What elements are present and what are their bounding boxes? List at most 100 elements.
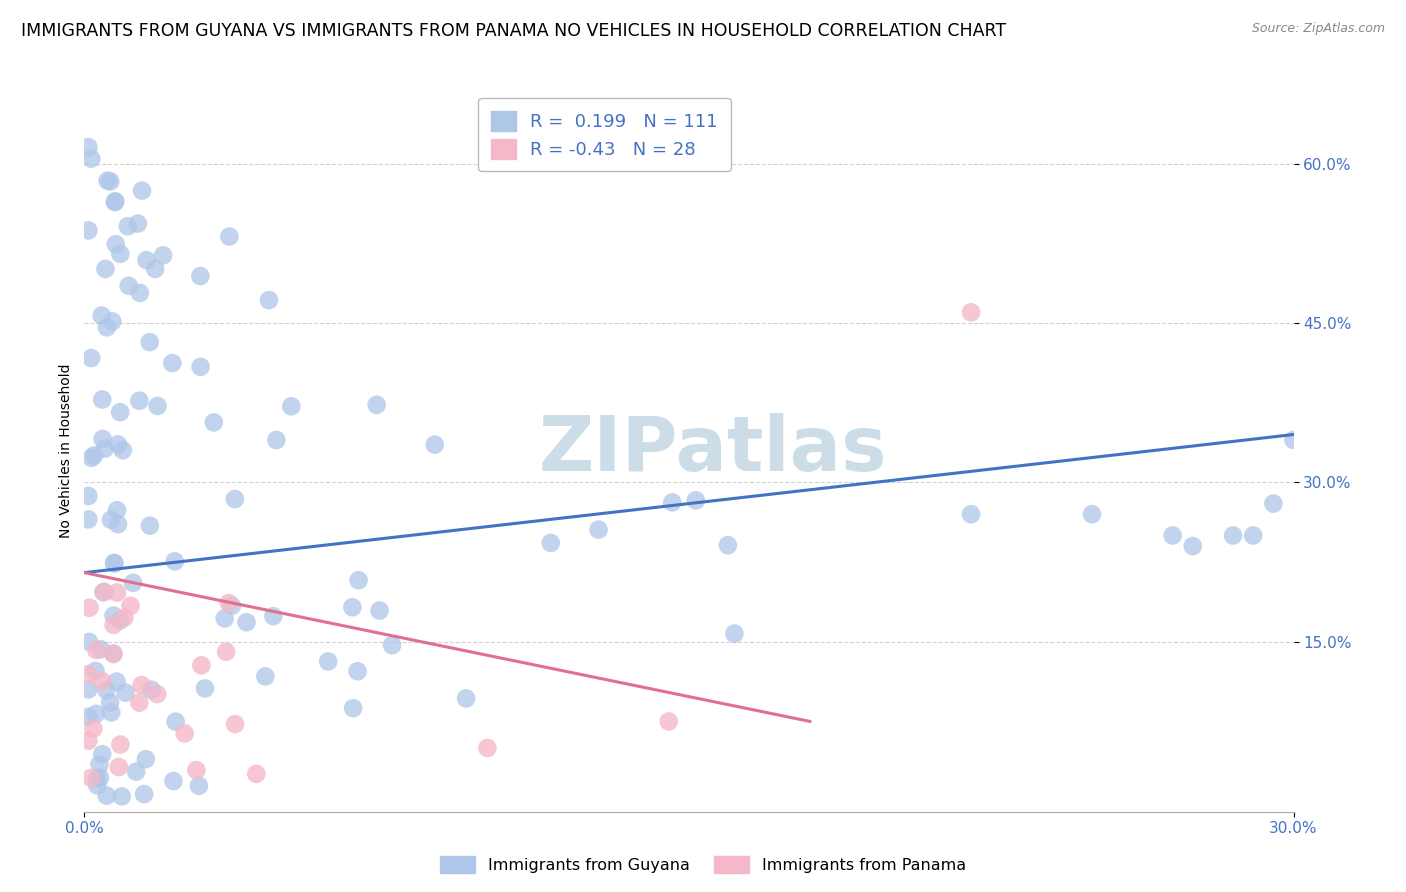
Point (138, 335, 160, 350)
Point (110, 247, 132, 261)
Point (80, 351, 103, 365)
Point (103, 647, 125, 661)
Point (90, 309, 112, 323)
Point (91, 674, 114, 689)
Point (96, 683, 118, 698)
Point (162, 774, 184, 789)
Point (960, 507, 983, 521)
Point (588, 523, 610, 537)
Point (111, 443, 134, 458)
Point (83, 449, 105, 463)
Point (77, 733, 100, 747)
Point (165, 714, 187, 729)
Point (84, 706, 107, 721)
Point (105, 585, 128, 599)
Point (162, 356, 184, 370)
Point (146, 399, 169, 413)
Point (685, 493, 707, 508)
Point (540, 536, 562, 550)
Point (107, 437, 129, 451)
Point (89, 771, 111, 785)
Point (77, 512, 100, 526)
Point (190, 359, 212, 374)
Point (128, 393, 150, 408)
Point (1282, 433, 1305, 447)
Point (1222, 528, 1244, 542)
Point (108, 760, 131, 774)
Point (661, 495, 683, 509)
Y-axis label: No Vehicles in Household: No Vehicles in Household (59, 363, 73, 538)
Point (91, 747, 114, 761)
Point (77, 140, 100, 154)
Point (717, 538, 740, 552)
Point (129, 285, 152, 300)
Point (84, 643, 107, 657)
Point (135, 752, 157, 766)
Point (235, 615, 257, 630)
Point (173, 726, 195, 740)
Point (111, 789, 134, 804)
Point (186, 763, 208, 777)
Point (104, 195, 127, 210)
Point (146, 687, 169, 701)
Point (103, 608, 125, 623)
Point (366, 398, 388, 412)
Point (658, 714, 681, 729)
Point (131, 678, 153, 692)
Point (342, 701, 364, 715)
Point (77, 489, 100, 503)
Point (218, 596, 240, 610)
Legend: Immigrants from Guyana, Immigrants from Panama: Immigrants from Guyana, Immigrants from … (433, 849, 973, 880)
Point (110, 738, 132, 752)
Point (114, 610, 136, 624)
Point (103, 647, 125, 661)
Point (103, 556, 125, 570)
Point (105, 674, 128, 689)
Point (190, 269, 212, 284)
Point (316, 655, 339, 669)
Point (77, 635, 100, 649)
Point (1161, 528, 1184, 542)
Point (80, 450, 103, 465)
Point (224, 717, 246, 731)
Point (103, 557, 125, 571)
Point (107, 517, 129, 532)
Point (262, 609, 284, 624)
Point (1241, 528, 1264, 542)
Point (98, 174, 121, 188)
Point (120, 599, 142, 613)
Point (125, 764, 148, 779)
Point (89, 757, 111, 772)
Point (143, 261, 166, 276)
Point (101, 314, 124, 328)
Point (1263, 497, 1285, 511)
Point (117, 219, 139, 234)
Point (118, 278, 141, 293)
Point (347, 573, 370, 587)
Point (80, 771, 103, 785)
Point (86, 778, 108, 792)
Text: IMMIGRANTS FROM GUYANA VS IMMIGRANTS FROM PANAMA NO VEHICLES IN HOUSEHOLD CORREL: IMMIGRANTS FROM GUYANA VS IMMIGRANTS FRO… (21, 22, 1007, 40)
Point (346, 665, 368, 679)
Point (1081, 507, 1104, 521)
Legend: R =  0.199   N = 111, R = -0.43   N = 28: R = 0.199 N = 111, R = -0.43 N = 28 (478, 98, 731, 171)
Point (77, 223, 100, 237)
Point (215, 645, 238, 659)
Point (257, 293, 280, 307)
Point (79, 600, 101, 615)
Point (477, 741, 499, 756)
Point (214, 611, 236, 625)
Text: ZIPatlas: ZIPatlas (538, 414, 887, 487)
Point (266, 433, 288, 447)
Point (98, 696, 121, 710)
Point (224, 491, 246, 506)
Point (122, 575, 145, 590)
Point (221, 599, 243, 613)
Point (218, 229, 240, 244)
Point (108, 405, 131, 419)
Point (96, 789, 118, 803)
Point (128, 696, 150, 710)
Point (202, 416, 225, 430)
Point (94, 261, 117, 276)
Point (100, 513, 122, 527)
